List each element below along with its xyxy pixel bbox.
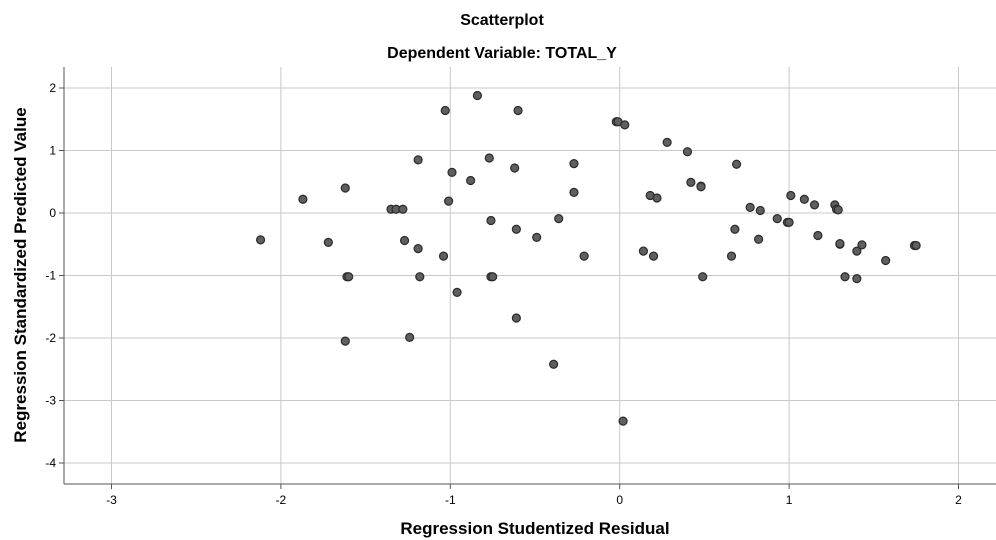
data-point xyxy=(755,205,765,216)
data-point xyxy=(857,240,867,250)
data-point xyxy=(648,251,659,261)
y-axis-label: Regression Standardized Predicted Value xyxy=(11,107,30,442)
x-tick-label: -3 xyxy=(106,493,117,507)
data-point xyxy=(472,90,483,101)
data-point xyxy=(730,224,740,234)
data-point xyxy=(881,255,891,266)
data-point xyxy=(511,224,521,234)
y-tick-label: -3 xyxy=(45,394,56,408)
y-tick-label: -1 xyxy=(45,269,56,283)
data-point xyxy=(413,155,423,165)
data-point xyxy=(809,200,820,210)
data-point xyxy=(340,336,350,346)
data-point xyxy=(510,163,520,173)
data-point xyxy=(745,202,755,212)
data-point xyxy=(413,244,423,254)
data-point xyxy=(415,272,425,282)
data-point xyxy=(466,175,476,186)
data-point xyxy=(486,215,496,226)
data-point xyxy=(323,237,333,247)
data-point xyxy=(813,230,823,241)
data-point xyxy=(638,246,649,256)
data-point xyxy=(682,147,693,157)
data-point xyxy=(698,272,708,282)
data-point xyxy=(447,167,457,177)
data-point xyxy=(438,251,449,261)
data-point xyxy=(835,239,845,249)
data-points xyxy=(255,90,921,426)
data-point xyxy=(652,193,662,203)
data-point xyxy=(569,159,579,169)
data-point xyxy=(662,137,672,147)
data-point xyxy=(833,205,843,215)
data-point xyxy=(799,194,809,204)
data-point xyxy=(298,194,308,204)
x-tick-label: -1 xyxy=(445,493,456,507)
data-point xyxy=(686,177,696,187)
data-point xyxy=(772,214,782,224)
data-point xyxy=(696,182,706,192)
x-tick-label: 2 xyxy=(955,493,962,507)
y-axis-ticks: 2 1 0 -1 -2 -3 -4 xyxy=(45,81,64,470)
data-point xyxy=(726,251,737,261)
x-axis-ticks: -3 -2 -1 0 1 2 xyxy=(106,484,962,507)
y-tick-label: -2 xyxy=(45,331,56,345)
data-point xyxy=(340,183,350,193)
data-point xyxy=(911,240,921,251)
x-axis-label: Regression Studentized Residual xyxy=(400,519,669,538)
data-point xyxy=(579,251,589,261)
chart-subtitle: Dependent Variable: TOTAL_Y xyxy=(387,45,617,62)
data-point xyxy=(255,235,266,245)
data-point xyxy=(452,287,462,297)
x-tick-label: -2 xyxy=(276,493,287,507)
data-point xyxy=(786,190,796,201)
chart-title: Scatterplot xyxy=(460,12,544,29)
y-tick-label: 2 xyxy=(49,81,56,95)
data-point xyxy=(344,272,354,282)
data-point xyxy=(444,196,454,206)
data-point xyxy=(840,272,850,282)
data-point xyxy=(405,332,415,342)
data-point xyxy=(513,105,523,116)
data-point xyxy=(398,204,408,214)
data-point xyxy=(620,120,630,130)
data-point xyxy=(852,274,862,284)
data-point xyxy=(549,359,559,369)
data-point xyxy=(784,217,794,227)
data-point xyxy=(484,153,494,163)
x-tick-label: 0 xyxy=(616,493,623,507)
data-point xyxy=(488,272,498,282)
y-tick-label: 1 xyxy=(49,144,56,158)
data-point xyxy=(618,416,628,426)
data-point xyxy=(731,159,742,169)
data-point xyxy=(399,235,410,246)
x-tick-label: 1 xyxy=(786,493,793,507)
data-point xyxy=(440,105,450,116)
data-point xyxy=(852,246,862,256)
y-tick-label: 0 xyxy=(49,206,56,220)
data-point xyxy=(511,313,521,323)
data-point xyxy=(754,234,764,244)
data-point xyxy=(554,214,564,224)
data-point xyxy=(532,232,542,242)
data-point xyxy=(569,187,579,197)
y-tick-label: -4 xyxy=(45,456,56,470)
